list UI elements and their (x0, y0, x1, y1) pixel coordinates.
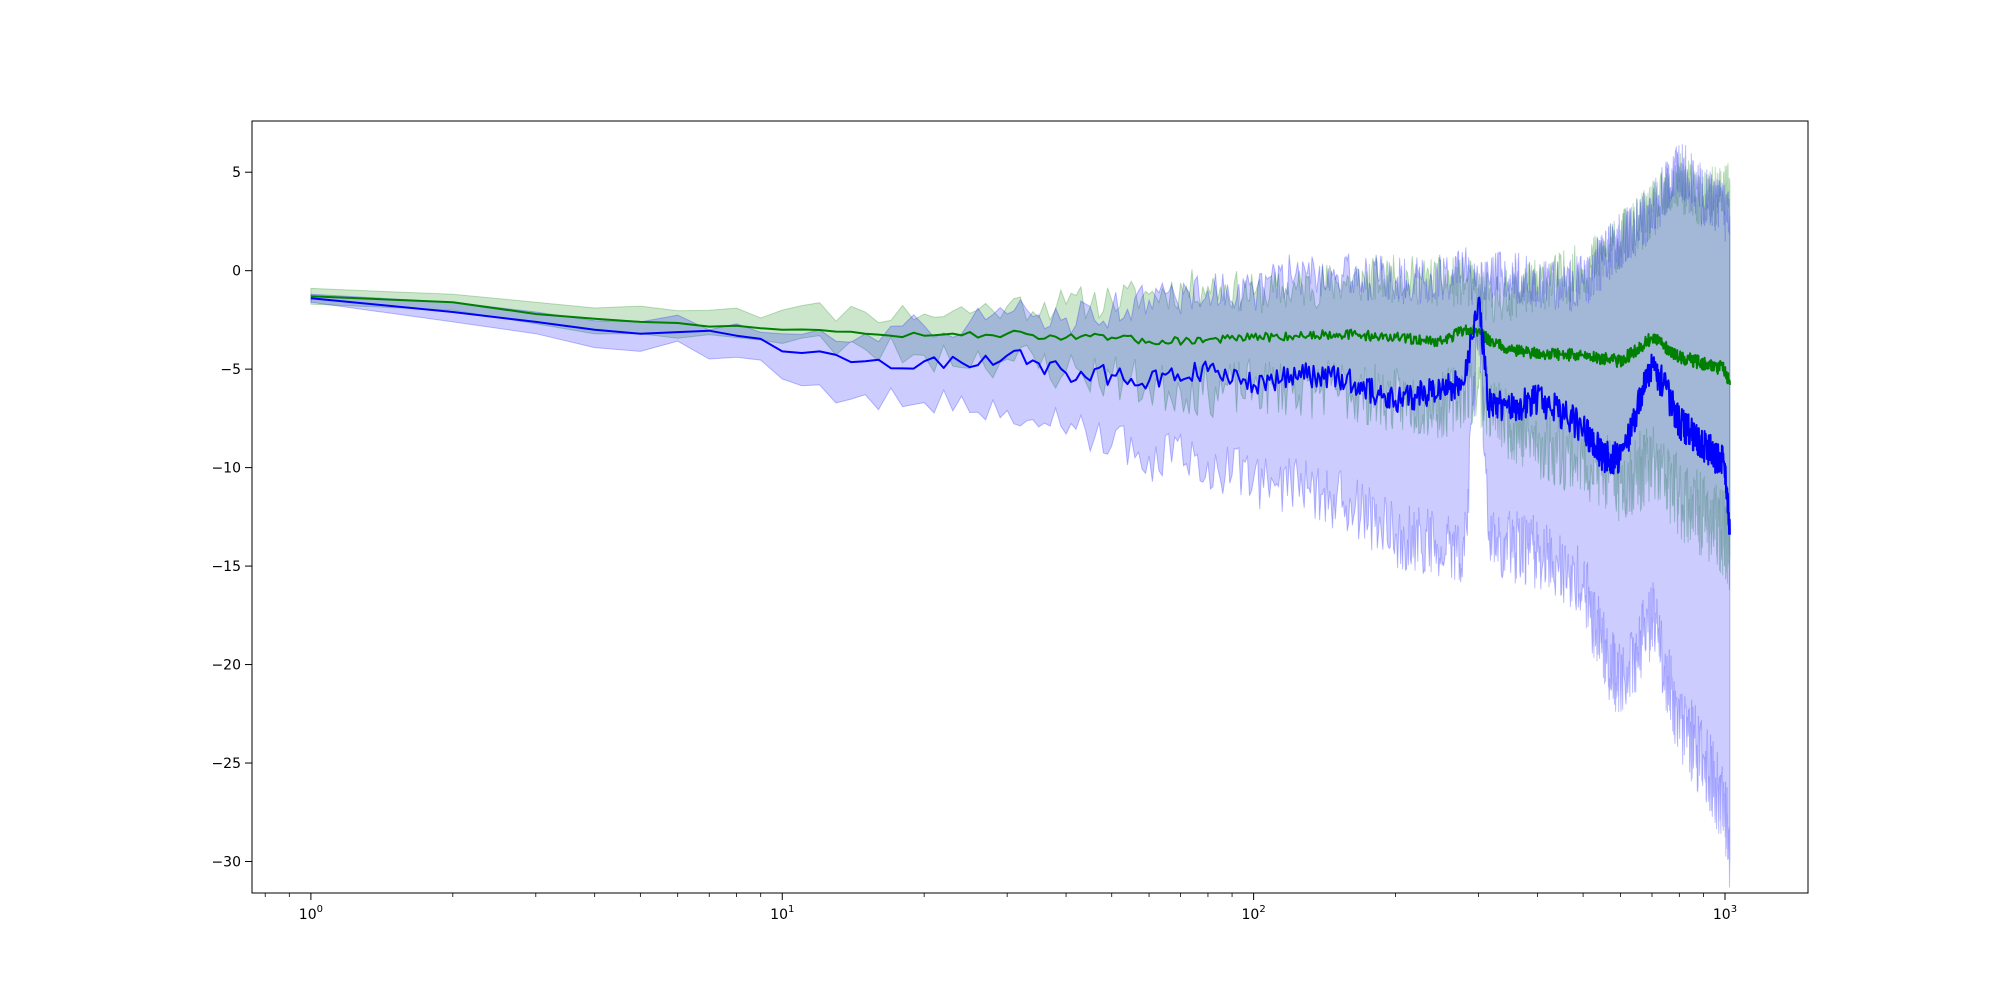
confidence-band-1 (310, 144, 1731, 888)
plot-area-frame (251, 120, 1809, 894)
y-tick-label: 0 (232, 264, 241, 280)
x-tick-label: 100 (299, 904, 323, 923)
x-tick-label: 101 (770, 904, 794, 923)
y-tick-label: −10 (211, 461, 241, 477)
y-tick-label: −15 (211, 559, 241, 575)
y-axis: 5 0 −5 −10 −15 −20 −25 −30 (211, 165, 252, 870)
x-tick-label: 103 (1713, 904, 1737, 923)
series-lines (310, 295, 1731, 535)
y-tick-label: 5 (232, 165, 241, 181)
y-tick-label: −30 (211, 854, 241, 870)
confidence-band-0 (310, 153, 1731, 590)
confidence-bands (310, 144, 1731, 888)
y-tick-label: −25 (211, 756, 241, 772)
series-line-0 (310, 295, 1731, 385)
series-line-1 (310, 296, 1731, 535)
x-tick-label: 102 (1242, 904, 1266, 923)
y-tick-label: −5 (220, 362, 241, 378)
x-axis: 100 101 102 103 (264, 893, 1737, 923)
y-tick-label: −20 (211, 658, 241, 674)
